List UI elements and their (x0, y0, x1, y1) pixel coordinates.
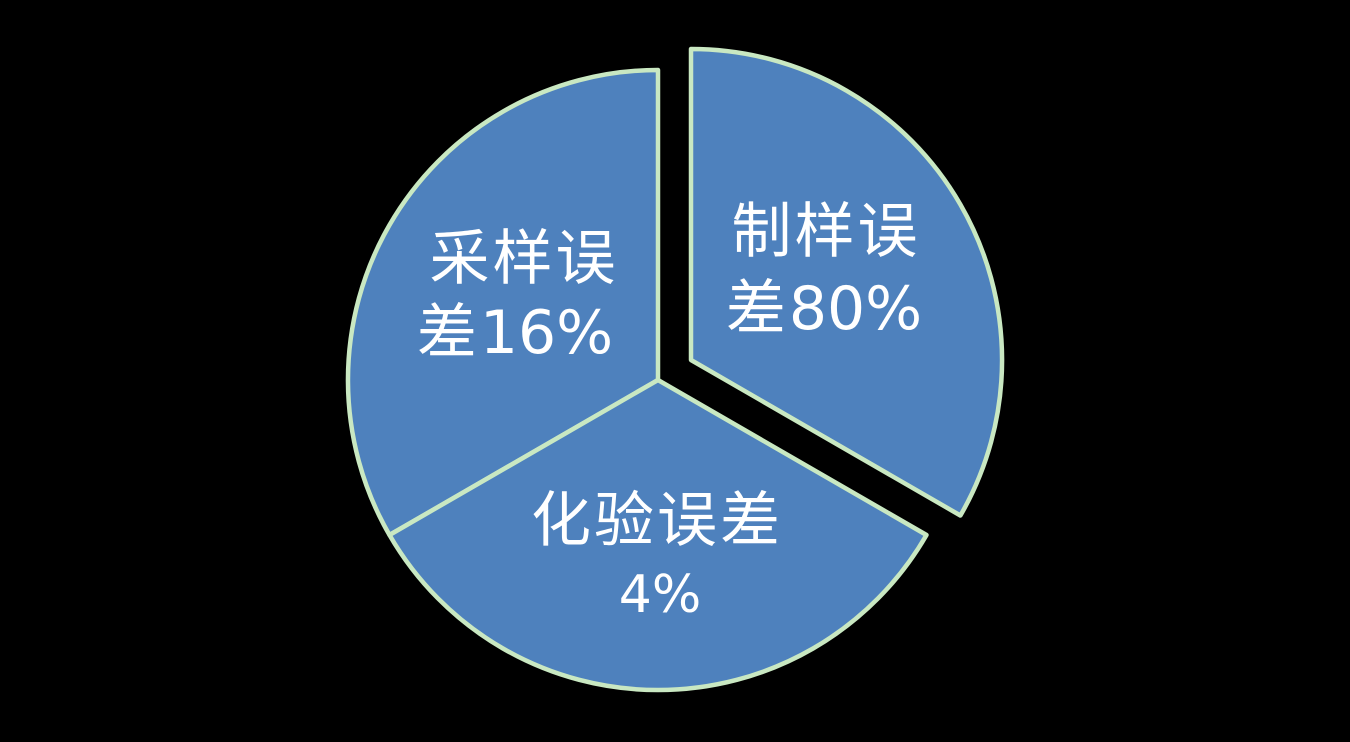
slice-label-sampling-line2: 差16% (417, 298, 613, 368)
slice-label-sample-prep-line2: 差80% (726, 274, 922, 344)
slice-value-sampling: 16% (480, 298, 613, 368)
slice-label-sampling-line2-cjk: 差 (417, 298, 480, 368)
slice-label-assay-line2: 4% (619, 565, 702, 625)
pie-slice-group-assay-error: 化验误差 4% (387, 377, 929, 693)
slice-label-sampling-line1: 采样误 (430, 224, 619, 294)
pie-slice-group-sample-prep-error: 制样误 差80% (688, 46, 1005, 518)
slice-label-sample-prep-line2-cjk: 差 (726, 274, 789, 344)
pie-slice-group-sampling-error: 采样误 差16% (345, 67, 661, 538)
slice-value-assay: 4% (619, 565, 702, 625)
pie-slice-sampling-error (345, 67, 661, 538)
slice-label-assay-line1: 化验误差 (531, 486, 783, 556)
slice-value-sample-prep: 80% (789, 274, 922, 344)
pie-slice-sample-prep-error (688, 46, 1005, 518)
pie-slice-assay-error (387, 377, 929, 693)
slice-label-sample-prep-line1: 制样误 (732, 197, 921, 267)
